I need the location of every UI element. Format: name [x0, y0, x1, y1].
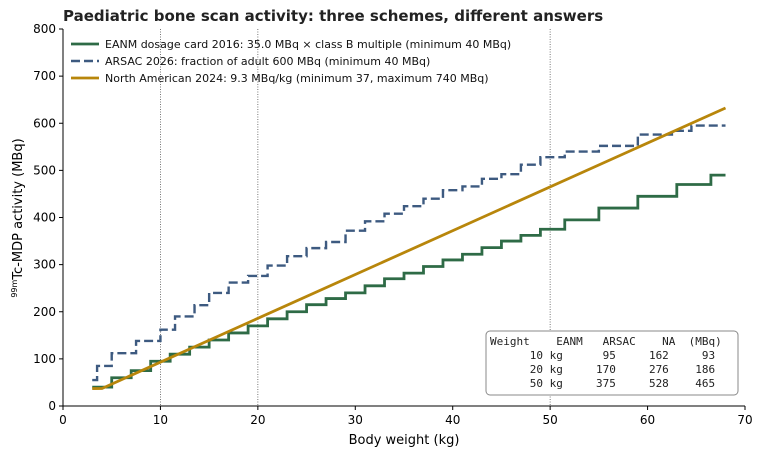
series-line-2: [92, 106, 727, 390]
series-line-1: [92, 124, 726, 382]
x-tick-label: 10: [153, 413, 168, 427]
y-tick-label: 600: [33, 116, 56, 130]
x-tick-label: 60: [640, 413, 655, 427]
y-tick-label: 300: [33, 258, 56, 272]
x-tick-label: 0: [59, 413, 67, 427]
y-tick-label: 100: [33, 352, 56, 366]
y-tick-label: 700: [33, 69, 56, 83]
y-tick-label: 500: [33, 163, 56, 177]
chart-title: Paediatric bone scan activity: three sch…: [63, 7, 603, 25]
x-tick-label: 40: [445, 413, 460, 427]
y-tick-label: 200: [33, 305, 56, 319]
summary-table-header: Weight EANM ARSAC NA (MBq): [490, 335, 722, 348]
series-layer: [92, 106, 727, 390]
legend: EANM dosage card 2016: 35.0 MBq × class …: [71, 38, 511, 85]
legend-label: EANM dosage card 2016: 35.0 MBq × class …: [105, 38, 511, 51]
x-tick-label: 50: [543, 413, 558, 427]
y-tick-label: 0: [48, 399, 56, 413]
x-tick-label: 20: [250, 413, 265, 427]
summary-table: Weight EANM ARSAC NA (MBq) 10 kg 95 162 …: [485, 330, 739, 396]
x-tick-label: 30: [348, 413, 363, 427]
x-axis-label: Body weight (kg): [349, 433, 460, 448]
y-axis-label-main: Tc-MDP activity (MBq): [11, 138, 26, 280]
legend-label: ARSAC 2026: fraction of adult 600 MBq (m…: [105, 55, 430, 68]
summary-table-row: 10 kg 95 162 93: [490, 349, 715, 362]
y-ticks: 0 100 200 300 400 500 600 700 800: [33, 22, 63, 413]
x-ticks: 0 10 20 30 40 50 60 70: [59, 406, 753, 427]
summary-table-box: [485, 330, 739, 396]
y-tick-label: 800: [33, 22, 56, 36]
y-tick-label: 400: [33, 211, 56, 225]
reference-lines: [160, 29, 551, 406]
y-axis-label: 99mTc-MDP activity (MBq): [10, 138, 26, 297]
y-axis-label-sup: 99m: [10, 279, 19, 297]
legend-label: North American 2024: 9.3 MBq/kg (minimum…: [105, 72, 489, 85]
summary-table-row: 20 kg 170 276 186: [490, 363, 715, 376]
summary-table-row: 50 kg 375 528 465: [490, 377, 715, 390]
series-line-0: [92, 173, 726, 389]
x-tick-label: 70: [737, 413, 752, 427]
